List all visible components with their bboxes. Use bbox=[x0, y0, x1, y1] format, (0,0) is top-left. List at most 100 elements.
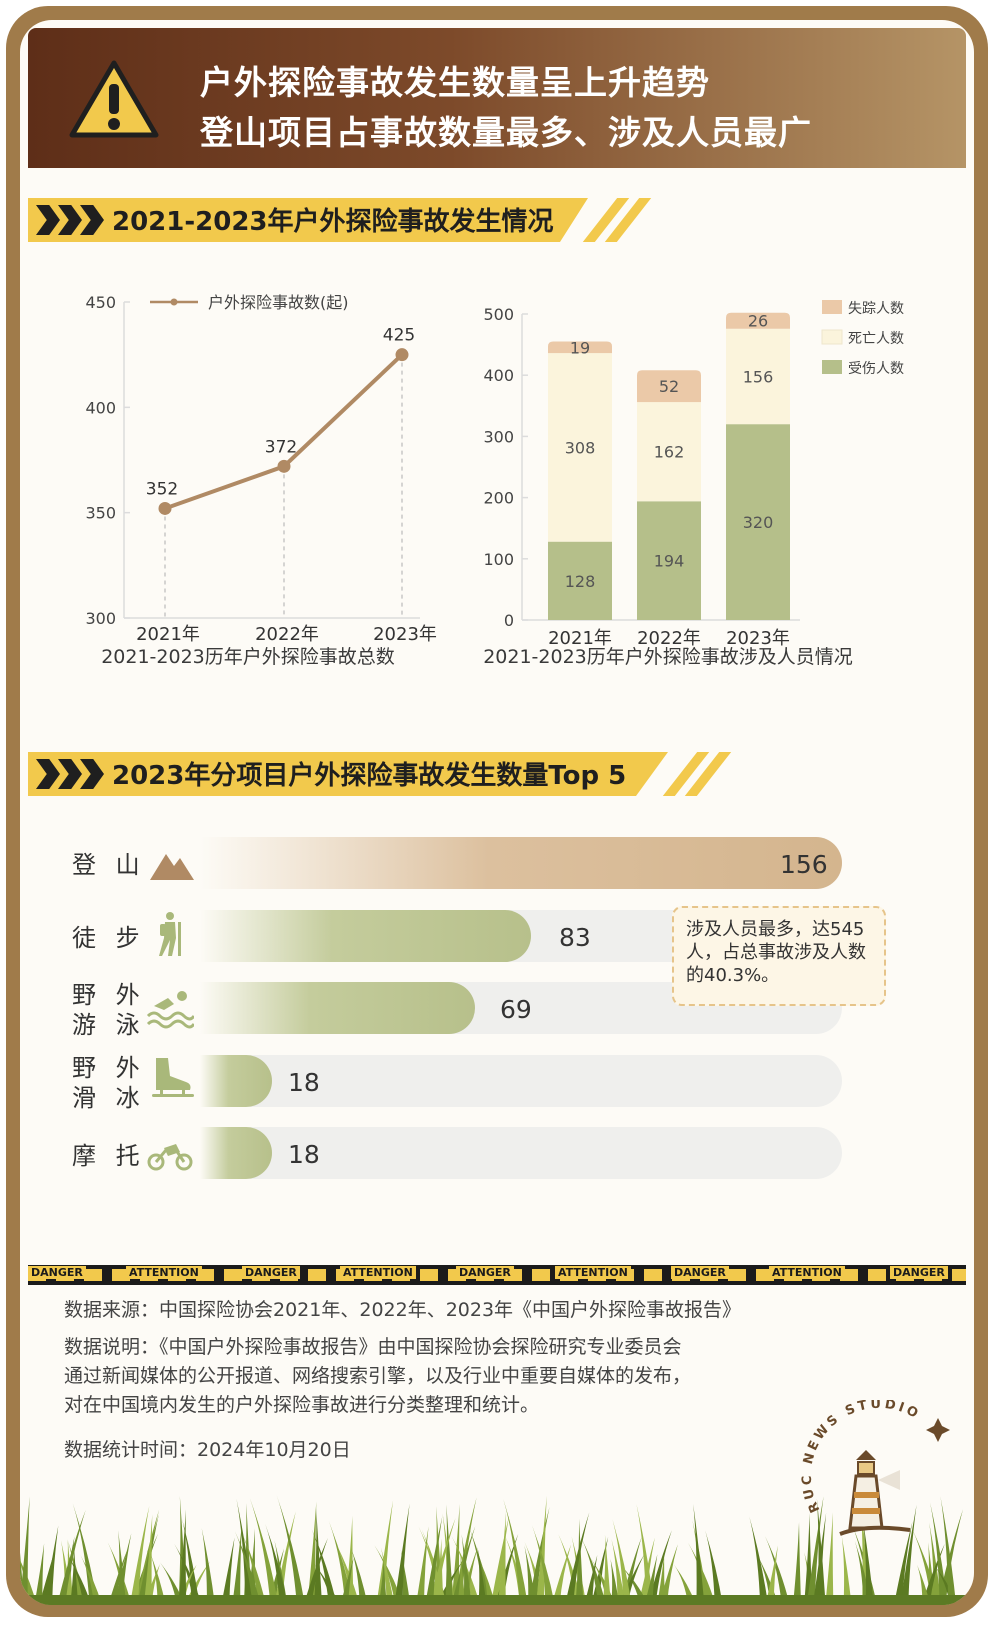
row-label-motorcycle: 摩 托 bbox=[72, 1142, 146, 1170]
legend-swatch bbox=[822, 300, 842, 314]
data-description-line3: 对在中国境内发生的户外探险事故进行分类整理和统计。 bbox=[64, 1394, 540, 1416]
legend-label: 受伤人数 bbox=[848, 361, 904, 377]
bar-rect bbox=[548, 541, 612, 620]
y-tick-label: 300 bbox=[85, 609, 116, 628]
legend-swatch bbox=[822, 360, 842, 374]
bar-track-wild-skating bbox=[200, 1055, 842, 1107]
data-point bbox=[277, 459, 291, 473]
y-tick-label: 300 bbox=[483, 427, 514, 446]
bar-segment bbox=[548, 541, 612, 620]
tape-word: ATTENTION bbox=[126, 1266, 202, 1279]
line-chart: 300 350 400 450 户外探险事故数(起) 352 2021年 372 2022年 42… bbox=[85, 293, 437, 645]
data-description-line1: 数据说明：《中国户外探险事故报告》由中国探险协会探险研究专业委员会 bbox=[64, 1336, 682, 1358]
y-tick-label: 450 bbox=[85, 293, 116, 312]
bar-mountaineering bbox=[200, 837, 842, 889]
line-chart-caption: 2021-2023历年户外探险事故总数 bbox=[92, 642, 404, 672]
mountain-icon bbox=[150, 854, 194, 880]
data-source: 数据来源：中国探险协会2021年、2022年、2023年《中国户外探险事故报告》 bbox=[64, 1299, 742, 1321]
data-description-line2: 通过新闻媒体的公开报道、网络搜索引擎，以及行业中重要自媒体的发布， bbox=[64, 1365, 692, 1387]
bar-rect bbox=[726, 312, 790, 329]
legend-label: 失踪人数 bbox=[848, 301, 904, 317]
value-wild-skating: 18 bbox=[288, 1068, 320, 1097]
x-tick-label: 2022年 bbox=[255, 624, 319, 645]
stacked-bar-chart: 0 100 200 300 400 500 128 308 19 2021年 194 162 52 202… bbox=[483, 300, 904, 648]
header-title-line2: 登山项目占事故数量最多、涉及人员最广 bbox=[200, 113, 812, 152]
bar-wild-skating bbox=[200, 1055, 272, 1107]
x-tick-label: 2023年 bbox=[726, 628, 790, 648]
x-tick-label: 2021年 bbox=[548, 628, 612, 648]
bar-segment bbox=[726, 312, 790, 329]
tape-word: DANGER bbox=[671, 1266, 729, 1279]
bar-value-label: 308 bbox=[565, 438, 596, 457]
value-hiking: 83 bbox=[559, 923, 591, 952]
y-tick-label: 400 bbox=[85, 398, 116, 417]
legend-label: 死亡人数 bbox=[848, 331, 904, 347]
bar-rect bbox=[637, 370, 701, 403]
value-wild-swimming: 69 bbox=[500, 995, 532, 1024]
section-title-2: 2023年分项目户外探险事故发生数量Top 5 bbox=[112, 761, 627, 791]
legend-label: 户外探险事故数(起) bbox=[208, 293, 349, 312]
data-date: 数据统计时间：2024年10月20日 bbox=[64, 1439, 351, 1461]
bar-value-label: 128 bbox=[565, 572, 596, 591]
swimmer-icon bbox=[146, 991, 194, 1029]
bar-segment bbox=[726, 424, 790, 620]
bar-segment bbox=[726, 328, 790, 425]
tape-word: ATTENTION bbox=[769, 1266, 845, 1279]
tape-word: DANGER bbox=[456, 1266, 514, 1279]
warning-icon bbox=[69, 60, 159, 138]
bar-rect bbox=[726, 424, 790, 620]
y-tick-label: 100 bbox=[483, 550, 514, 569]
tape-word: DANGER bbox=[890, 1266, 948, 1279]
y-tick-label: 0 bbox=[504, 611, 514, 630]
section-banner-2: 2023年分项目户外探险事故发生数量Top 5 bbox=[28, 752, 748, 796]
bar-segment bbox=[548, 353, 612, 542]
x-tick-label: 2023年 bbox=[373, 624, 437, 645]
tape-word: DANGER bbox=[28, 1266, 86, 1279]
y-tick-label: 500 bbox=[483, 305, 514, 324]
bar-track-motorcycle bbox=[200, 1127, 842, 1179]
bar-rect bbox=[637, 402, 701, 502]
lighthouse-logo: RUC NEWS STUDIO bbox=[800, 1400, 950, 1536]
infographic: 户外探险事故发生数量呈上升趋势 登山项目占事故数量最多、涉及人员最广 2021-… bbox=[20, 20, 974, 1605]
legend-marker-icon bbox=[170, 298, 178, 306]
danger-tape: DANGER ATTENTION DANGER ATTENTION DANGER… bbox=[28, 1265, 966, 1285]
row-label-wild-swimming: 野 外 游 泳 bbox=[72, 981, 146, 1039]
bar-value-label: 52 bbox=[659, 377, 679, 396]
bar-rect bbox=[548, 341, 612, 354]
bar-chart-caption: 2021-2023历年户外探险事故涉及人员情况 bbox=[471, 642, 865, 672]
value-motorcycle: 18 bbox=[288, 1140, 320, 1169]
data-label: 425 bbox=[383, 326, 415, 346]
section-banner-1: 2021-2023年户外探险事故发生情况 bbox=[28, 198, 668, 242]
grass-decoration bbox=[20, 1495, 974, 1605]
bar-rect bbox=[726, 328, 790, 425]
bar-motorcycle bbox=[200, 1127, 272, 1179]
bar-value-label: 26 bbox=[748, 312, 768, 331]
x-tick-label: 2022年 bbox=[637, 628, 701, 648]
bar-value-label: 156 bbox=[743, 367, 774, 386]
bar-rect bbox=[637, 501, 701, 620]
bar-track-mountaineering bbox=[200, 837, 842, 889]
section-title-1: 2021-2023年户外探险事故发生情况 bbox=[112, 207, 554, 237]
ice-skate-icon bbox=[152, 1058, 194, 1097]
tape-word: ATTENTION bbox=[340, 1266, 416, 1279]
bar-value-label: 320 bbox=[743, 513, 774, 532]
bar-segment bbox=[637, 370, 701, 403]
x-tick-label: 2021年 bbox=[136, 624, 200, 645]
hiker-icon bbox=[159, 912, 181, 956]
star-icon bbox=[926, 1418, 950, 1442]
tape-word: ATTENTION bbox=[555, 1266, 631, 1279]
data-point bbox=[158, 501, 172, 515]
bar-segment bbox=[637, 402, 701, 502]
annotation-note: 涉及人员最多，达545人，占总事故涉及人数的40.3%。 bbox=[672, 906, 886, 1006]
value-mountaineering: 156 bbox=[780, 850, 828, 879]
bar-value-label: 19 bbox=[570, 338, 590, 357]
legend-swatch bbox=[821, 329, 843, 345]
tape-word: DANGER bbox=[242, 1266, 300, 1279]
bar-segment bbox=[548, 341, 612, 354]
row-label-hiking: 徒 步 bbox=[72, 924, 146, 952]
bar-hiking bbox=[200, 910, 531, 962]
bar-track-wild-swimming bbox=[200, 982, 842, 1034]
data-point bbox=[395, 348, 409, 362]
bar-wild-swimming bbox=[200, 982, 476, 1034]
bar-rect bbox=[548, 353, 612, 542]
